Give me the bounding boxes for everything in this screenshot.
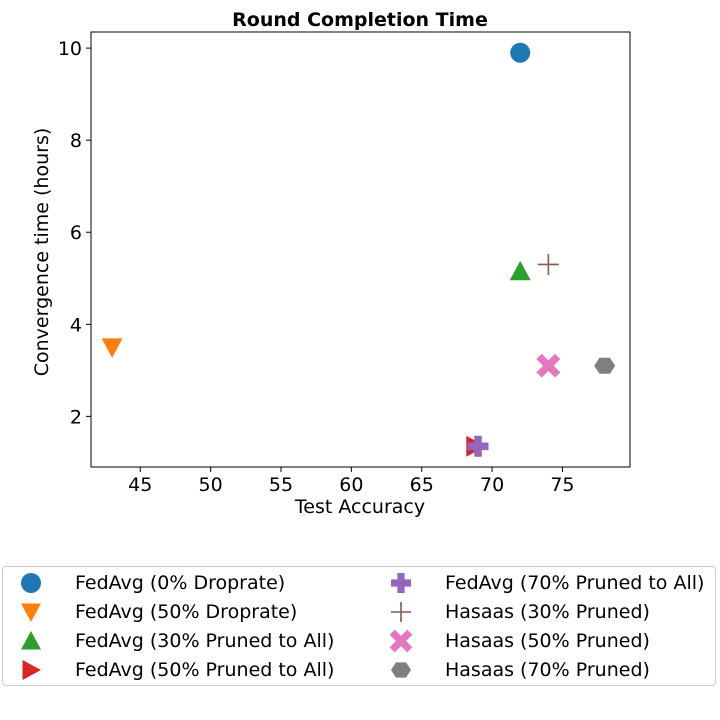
y-tick-label: 6 [70, 222, 82, 244]
legend-item: FedAvg (0% Droprate) [13, 569, 285, 597]
data-point-7 [536, 353, 561, 378]
legend-marker-icon [21, 631, 41, 650]
x-tick-label: 50 [199, 474, 223, 496]
legend-label: FedAvg (0% Droprate) [75, 572, 286, 594]
y-axis-label: Convergence time (hours) [31, 128, 53, 377]
x-axis-label: Test Accuracy [294, 496, 425, 518]
legend-marker-icon [391, 662, 411, 678]
data-point-3 [509, 260, 531, 281]
legend-marker-icon [21, 573, 41, 593]
x-tick-label: 75 [550, 474, 574, 496]
x-tick-label: 70 [480, 474, 504, 496]
legend-label: FedAvg (70% Pruned to All) [445, 572, 705, 594]
x-tick-label: 60 [339, 474, 363, 496]
legend-item: Hasaas (30% Pruned) [383, 598, 650, 626]
chart-title: Round Completion Time [232, 9, 488, 31]
legend-marker-icon [391, 602, 411, 622]
legend-item: FedAvg (50% Pruned to All) [13, 656, 334, 684]
legend-item: Hasaas (50% Pruned) [383, 627, 650, 655]
data-points [101, 42, 616, 457]
legend: FedAvg (0% Droprate) FedAvg (50% Droprate… [2, 566, 716, 686]
legend-item: FedAvg (30% Pruned to All) [13, 627, 334, 655]
legend-marker-icon [22, 660, 41, 680]
scatter-chart: Round Completion Time 45 50 55 60 65 70 75 2 4 6… [31, 9, 631, 518]
y-tick-label: 10 [58, 38, 82, 60]
legend-item: FedAvg (70% Pruned to All) [383, 569, 704, 597]
y-axis-ticks: 2 4 6 8 10 [58, 38, 91, 428]
legend-label: FedAvg (50% Pruned to All) [75, 659, 335, 681]
legend-label: Hasaas (30% Pruned) [445, 601, 650, 623]
plot-area [90, 31, 631, 468]
legend-label: Hasaas (50% Pruned) [445, 630, 650, 652]
y-tick-label: 2 [70, 406, 82, 428]
data-point-1 [510, 42, 531, 63]
legend-marker-icon [389, 629, 413, 653]
legend-marker-icon [391, 573, 411, 593]
data-point-2 [101, 338, 123, 358]
y-tick-label: 8 [70, 130, 82, 152]
legend-marker-icon [21, 603, 41, 622]
data-point-8 [594, 357, 616, 374]
legend-item: FedAvg (50% Droprate) [13, 598, 297, 626]
x-tick-label: 55 [269, 474, 293, 496]
y-tick-label: 4 [70, 314, 82, 336]
data-point-5 [467, 435, 489, 457]
legend-label: FedAvg (50% Droprate) [75, 601, 298, 623]
x-tick-label: 45 [128, 474, 152, 496]
x-axis-ticks: 45 50 55 60 65 70 75 [128, 467, 575, 496]
legend-label: FedAvg (30% Pruned to All) [75, 630, 335, 652]
data-point-6 [537, 253, 559, 275]
legend-item: Hasaas (70% Pruned) [383, 656, 650, 684]
legend-label: Hasaas (70% Pruned) [445, 659, 650, 681]
x-tick-label: 65 [410, 474, 434, 496]
